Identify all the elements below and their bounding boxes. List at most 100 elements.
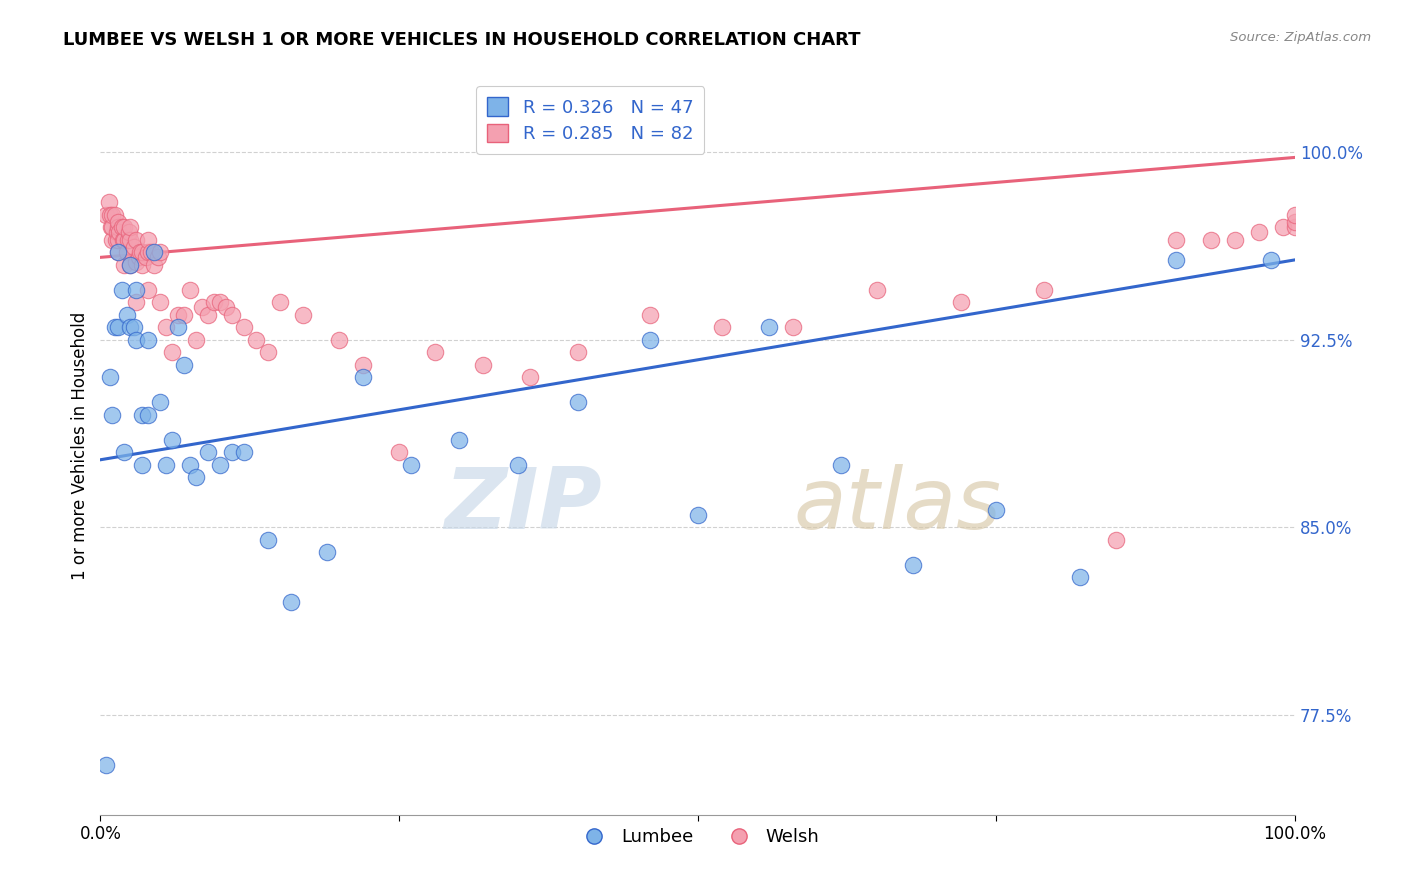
Point — [986, 502, 1008, 516]
Point — [143, 258, 166, 272]
Point — [149, 245, 172, 260]
Point — [120, 220, 142, 235]
Point — [112, 233, 135, 247]
Point — [136, 233, 159, 247]
Point — [111, 220, 134, 235]
Point — [107, 245, 129, 260]
Point — [105, 226, 128, 240]
Point — [256, 345, 278, 359]
Point — [131, 245, 153, 260]
Point — [245, 333, 267, 347]
Point — [758, 320, 780, 334]
Point — [122, 240, 145, 254]
Point — [191, 301, 214, 315]
Point — [120, 233, 142, 247]
Point — [782, 320, 804, 334]
Point — [830, 458, 852, 472]
Point — [125, 233, 148, 247]
Y-axis label: 1 or more Vehicles in Household: 1 or more Vehicles in Household — [72, 312, 89, 580]
Point — [179, 458, 201, 472]
Point — [215, 301, 238, 315]
Point — [131, 258, 153, 272]
Point — [221, 445, 243, 459]
Point — [399, 458, 422, 472]
Point — [160, 433, 183, 447]
Text: Source: ZipAtlas.com: Source: ZipAtlas.com — [1230, 31, 1371, 45]
Point — [122, 320, 145, 334]
Point — [107, 320, 129, 334]
Point — [292, 308, 315, 322]
Point — [125, 295, 148, 310]
Point — [1260, 252, 1282, 267]
Point — [112, 220, 135, 235]
Point — [352, 370, 374, 384]
Point — [638, 333, 661, 347]
Point — [136, 333, 159, 347]
Point — [710, 320, 733, 334]
Point — [96, 208, 118, 222]
Point — [101, 220, 124, 235]
Point — [567, 345, 589, 359]
Point — [1105, 533, 1128, 547]
Point — [901, 558, 924, 572]
Point — [120, 258, 142, 272]
Point — [328, 333, 350, 347]
Point — [423, 345, 446, 359]
Text: atlas: atlas — [793, 464, 1001, 547]
Point — [115, 308, 138, 322]
Point — [160, 345, 183, 359]
Point — [149, 295, 172, 310]
Point — [167, 320, 190, 334]
Point — [98, 370, 121, 384]
Point — [155, 320, 177, 334]
Point — [125, 333, 148, 347]
Point — [1069, 570, 1091, 584]
Point — [167, 308, 190, 322]
Point — [112, 445, 135, 459]
Point — [388, 445, 411, 459]
Point — [508, 458, 530, 472]
Point — [107, 220, 129, 235]
Point — [232, 445, 254, 459]
Point — [136, 283, 159, 297]
Point — [104, 320, 127, 334]
Point — [104, 233, 127, 247]
Point — [1201, 233, 1223, 247]
Point — [143, 245, 166, 260]
Point — [139, 245, 162, 260]
Point — [256, 533, 278, 547]
Point — [1272, 220, 1295, 235]
Point — [101, 408, 124, 422]
Point — [112, 258, 135, 272]
Point — [136, 408, 159, 422]
Point — [131, 458, 153, 472]
Point — [567, 395, 589, 409]
Point — [131, 408, 153, 422]
Point — [100, 220, 122, 235]
Text: LUMBEE VS WELSH 1 OR MORE VEHICLES IN HOUSEHOLD CORRELATION CHART: LUMBEE VS WELSH 1 OR MORE VEHICLES IN HO… — [63, 31, 860, 49]
Point — [149, 395, 172, 409]
Point — [316, 545, 339, 559]
Point — [104, 208, 127, 222]
Point — [155, 458, 177, 472]
Point — [98, 208, 121, 222]
Point — [107, 245, 129, 260]
Point — [184, 333, 207, 347]
Point — [197, 308, 219, 322]
Point — [447, 433, 470, 447]
Point — [1284, 220, 1306, 235]
Point — [135, 251, 157, 265]
Point — [184, 470, 207, 484]
Point — [638, 308, 661, 322]
Point — [1164, 252, 1187, 267]
Point — [117, 233, 139, 247]
Point — [179, 283, 201, 297]
Point — [107, 233, 129, 247]
Point — [686, 508, 709, 522]
Point — [101, 233, 124, 247]
Point — [1033, 283, 1056, 297]
Text: ZIP: ZIP — [444, 464, 602, 547]
Point — [112, 233, 135, 247]
Point — [1225, 233, 1247, 247]
Point — [136, 245, 159, 260]
